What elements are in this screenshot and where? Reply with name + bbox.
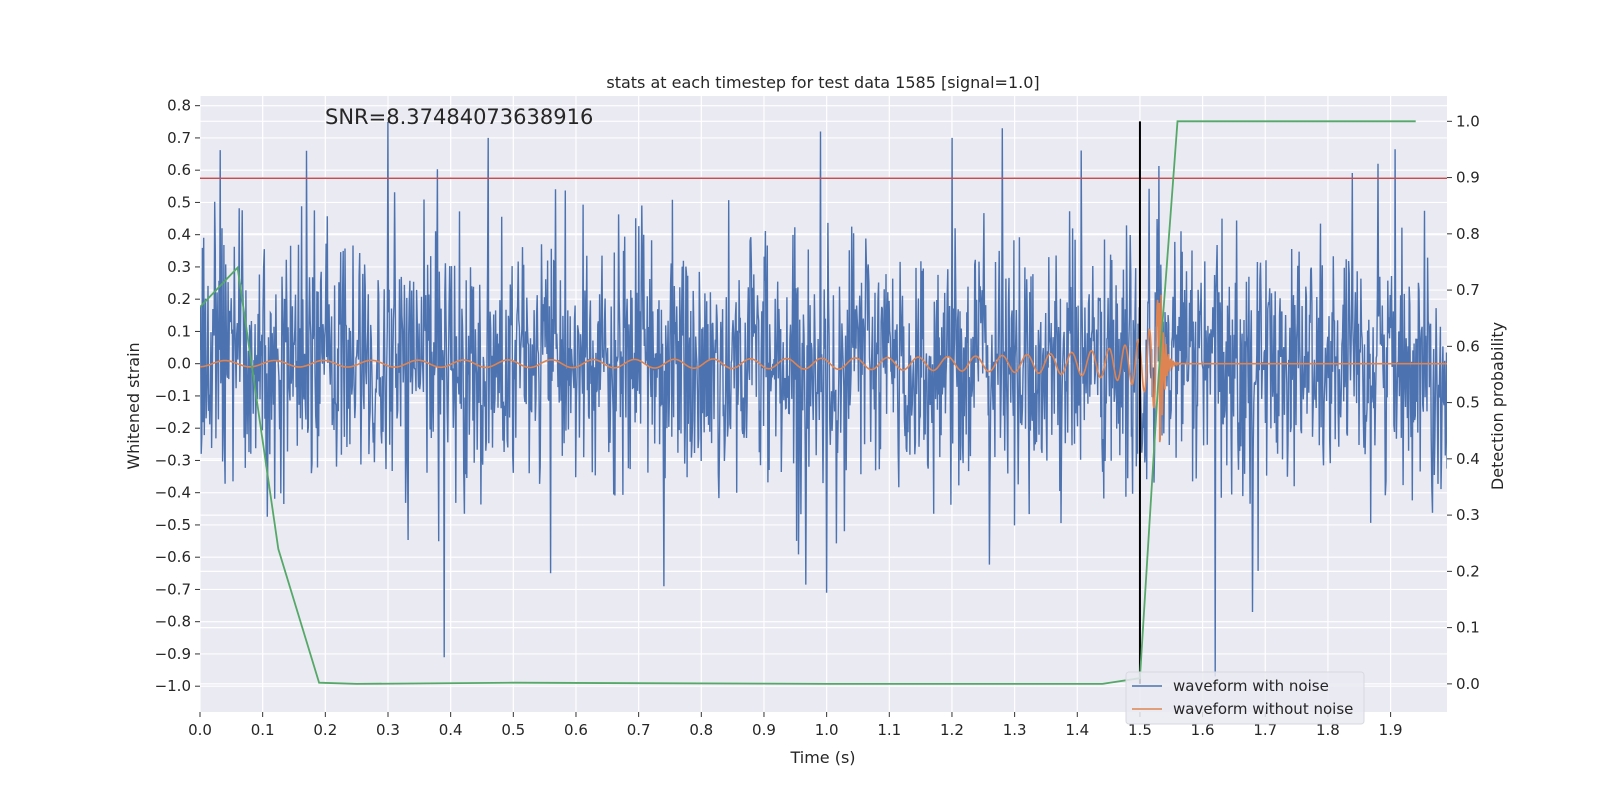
x-tick-label: 0.9 — [752, 721, 776, 739]
y-ticks: 0.8 0.7 0.6 0.5 0.4 0.3 0.2 0.1 0.0 −0.1 −0.2 −0.3 −… — [155, 97, 200, 695]
y2-tick-label: 0.3 — [1456, 506, 1480, 524]
x-tick-label: 0.6 — [564, 721, 588, 739]
series-line-waveform-with-noise — [200, 121, 1447, 677]
x-tick-label: 1.5 — [1128, 721, 1152, 739]
snr-annotation: SNR=8.37484073638916 — [325, 105, 593, 129]
y2-tick-label: 0.7 — [1456, 281, 1480, 299]
y-axis-label: Whitened strain — [124, 342, 143, 469]
y2-tick-label: 0.6 — [1456, 337, 1480, 355]
x-tick-label: 0.1 — [251, 721, 275, 739]
y-tick-label: 0.1 — [167, 322, 191, 340]
x-tick-label: 1.3 — [1003, 721, 1027, 739]
series-layer — [200, 120, 1447, 685]
x-tick-label: 1.0 — [815, 721, 839, 739]
y-tick-label: 0.5 — [167, 193, 191, 211]
y-tick-label: 0.8 — [167, 97, 191, 115]
legend-label-clean: waveform without noise — [1173, 700, 1353, 718]
x-tick-label: 1.2 — [940, 721, 964, 739]
chart-title: stats at each timestep for test data 158… — [606, 73, 1039, 92]
y2-ticks: 1.0 0.9 0.8 0.7 0.6 0.5 0.4 0.3 0.2 0.1 0.0 — [1447, 112, 1480, 693]
x-tick-label: 0.5 — [501, 721, 525, 739]
series-line-waveform-without-noise — [200, 294, 1447, 443]
y-tick-label: −0.7 — [155, 580, 191, 598]
legend-box — [1125, 671, 1365, 725]
x-tick-label: 0.4 — [439, 721, 463, 739]
legend: waveform with noise waveform without noi… — [1125, 671, 1365, 725]
y-tick-label: −0.9 — [155, 645, 191, 663]
x-tick-label: 1.1 — [877, 721, 901, 739]
y-tick-label: −0.5 — [155, 516, 191, 534]
x-ticks: 0.0 0.1 0.2 0.3 0.4 0.5 0.6 0.7 0.8 0.9 1.0 1.1 1.2 1… — [188, 712, 1403, 739]
y-tick-label: −0.8 — [155, 613, 191, 631]
y2-tick-label: 0.9 — [1456, 169, 1480, 187]
legend-label-noise: waveform with noise — [1173, 677, 1329, 695]
y-tick-label: 0.2 — [167, 290, 191, 308]
y-tick-label: 0.7 — [167, 129, 191, 147]
y2-tick-label: 0.5 — [1456, 394, 1480, 412]
x-tick-label: 1.6 — [1191, 721, 1215, 739]
x-tick-label: 1.4 — [1065, 721, 1089, 739]
y-tick-label: −0.3 — [155, 451, 191, 469]
y-tick-label: −0.1 — [155, 387, 191, 405]
y-tick-label: −1.0 — [155, 677, 191, 695]
y2-tick-label: 1.0 — [1456, 112, 1480, 130]
y2-tick-label: 0.0 — [1456, 675, 1480, 693]
x-tick-label: 0.7 — [627, 721, 651, 739]
y-tick-label: −0.2 — [155, 419, 191, 437]
y2-tick-label: 0.8 — [1456, 225, 1480, 243]
y2-tick-label: 0.1 — [1456, 619, 1480, 637]
y-tick-label: 0.0 — [167, 355, 191, 373]
y-tick-label: 0.3 — [167, 258, 191, 276]
series-line-detection-probability — [200, 120, 1416, 685]
x-tick-label: 0.2 — [313, 721, 337, 739]
x-axis-label: Time (s) — [789, 748, 855, 767]
y2-tick-label: 0.2 — [1456, 562, 1480, 580]
x-tick-label: 0.8 — [689, 721, 713, 739]
y2-tick-label: 0.4 — [1456, 450, 1480, 468]
x-tick-label: 1.8 — [1316, 721, 1340, 739]
y2-axis-label: Detection probability — [1488, 322, 1507, 490]
y-tick-label: 0.4 — [167, 226, 191, 244]
x-tick-label: 1.9 — [1379, 721, 1403, 739]
y-tick-label: −0.4 — [155, 484, 191, 502]
y-tick-label: 0.6 — [167, 161, 191, 179]
y-tick-label: −0.6 — [155, 548, 191, 566]
x-tick-label: 1.7 — [1253, 721, 1277, 739]
x-tick-label: 0.3 — [376, 721, 400, 739]
x-tick-label: 0.0 — [188, 721, 212, 739]
